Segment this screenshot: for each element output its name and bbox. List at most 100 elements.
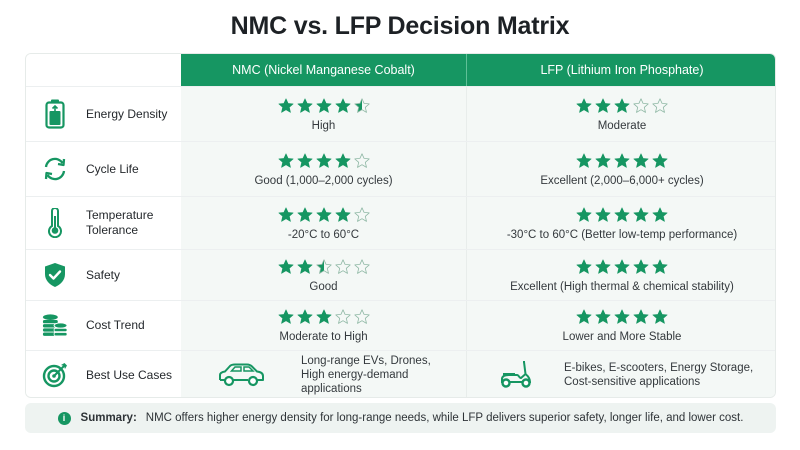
lfp-cell: Moderate xyxy=(467,87,775,141)
cycle-arrows-icon xyxy=(42,154,68,184)
rating-text: Moderate xyxy=(597,119,647,132)
use-case-wrap: E-bikes, E-scooters, Energy Storage, Cos… xyxy=(467,360,775,390)
star-filled-icon xyxy=(297,259,312,274)
star-filled-icon xyxy=(297,309,312,324)
battery-icon xyxy=(42,99,68,129)
star-filled-icon xyxy=(576,153,592,168)
scooter-icon xyxy=(467,360,564,390)
page-title: NMC vs. LFP Decision Matrix xyxy=(230,12,570,40)
table-row: Safety Good Excellent (High thermal & ch… xyxy=(26,249,775,300)
rating-text: Good (1,000–2,000 cycles) xyxy=(254,174,393,187)
rating-text: Good xyxy=(309,280,338,293)
lfp-cell: E-bikes, E-scooters, Energy Storage, Cos… xyxy=(467,351,775,397)
star-half-icon xyxy=(353,97,370,113)
row-label-cell: Energy Density xyxy=(26,87,181,141)
row-label: Best Use Cases xyxy=(86,367,173,382)
table-row: Temperature Tolerance -20°C to 60°C -30°… xyxy=(26,196,775,249)
decision-matrix-table: NMC (Nickel Manganese Cobalt) LFP (Lithi… xyxy=(25,53,776,398)
star-rating xyxy=(576,97,668,115)
star-empty-icon xyxy=(334,258,351,274)
star-filled-icon xyxy=(316,153,331,168)
use-case-line: applications xyxy=(301,383,362,395)
rating-text: Moderate to High xyxy=(279,331,368,343)
star-filled-icon xyxy=(297,98,312,113)
star-empty-icon xyxy=(633,97,649,113)
nmc-cell: Good (1,000–2,000 cycles) xyxy=(181,142,466,196)
table-row: Cycle Life Good (1,000–2,000 cycles) Exc… xyxy=(26,141,775,196)
star-empty-icon xyxy=(353,309,370,324)
row-label-cell: Cycle Life xyxy=(26,142,181,196)
header-blank-cell xyxy=(26,54,181,86)
star-rating xyxy=(576,152,668,170)
summary-bar: i Summary: NMC offers higher energy dens… xyxy=(25,403,776,433)
star-filled-icon xyxy=(595,153,611,168)
star-filled-icon xyxy=(278,153,293,168)
star-empty-icon xyxy=(353,206,370,222)
star-filled-icon xyxy=(576,207,592,222)
use-case-line: Cost-sensitive applications xyxy=(564,376,701,388)
star-filled-icon xyxy=(335,153,350,168)
row-label: Temperature Tolerance xyxy=(86,208,153,238)
rating-text: High xyxy=(311,119,336,132)
star-rating xyxy=(278,206,370,224)
star-rating xyxy=(576,308,668,326)
star-filled-icon xyxy=(652,153,668,168)
star-filled-icon xyxy=(595,309,611,324)
row-label-line: Temperature xyxy=(86,208,154,222)
star-filled-icon xyxy=(316,98,331,113)
rating-text: Lower and More Stable xyxy=(562,331,682,343)
row-label: Safety xyxy=(86,267,121,282)
star-filled-icon xyxy=(614,309,630,324)
column-separator xyxy=(466,87,467,141)
star-filled-icon xyxy=(335,98,350,113)
star-filled-icon xyxy=(278,309,293,324)
star-filled-icon xyxy=(614,207,630,222)
star-half-icon xyxy=(315,258,332,274)
use-case-line: High energy-demand xyxy=(301,369,409,381)
star-filled-icon xyxy=(652,309,668,324)
star-rating xyxy=(278,97,370,115)
column-separator xyxy=(466,301,467,350)
star-rating xyxy=(278,258,370,276)
star-rating xyxy=(576,206,668,224)
star-filled-icon xyxy=(297,207,312,222)
coins-stack-icon xyxy=(42,311,68,341)
star-empty-icon xyxy=(353,258,370,274)
nmc-cell: Moderate to High xyxy=(181,301,466,350)
car-icon xyxy=(181,362,301,388)
column-separator xyxy=(466,197,467,249)
use-case-wrap: Long-range EVs, Drones, High energy-dema… xyxy=(181,354,466,396)
summary-label: Summary: xyxy=(80,412,137,424)
lfp-cell: Excellent (High thermal & chemical stabi… xyxy=(467,250,775,300)
row-label: Cycle Life xyxy=(86,161,139,176)
star-filled-icon xyxy=(652,259,668,274)
star-empty-icon xyxy=(652,97,668,113)
star-filled-icon xyxy=(316,309,331,324)
nmc-cell: High xyxy=(181,87,466,141)
table-row: Best Use Cases Long-range EVs, Drones, H… xyxy=(26,350,775,397)
star-filled-icon xyxy=(595,259,611,274)
star-filled-icon xyxy=(652,207,668,222)
row-label: Cost Trend xyxy=(86,318,145,332)
star-empty-icon xyxy=(334,309,351,324)
thermometer-icon xyxy=(42,208,68,238)
row-label: Energy Density xyxy=(86,106,168,121)
star-filled-icon xyxy=(576,259,592,274)
lfp-cell: -30°C to 60°C (Better low-temp performan… xyxy=(467,197,775,249)
star-rating xyxy=(576,258,668,276)
nmc-cell: Long-range EVs, Drones, High energy-dema… xyxy=(181,351,466,397)
rating-text: Excellent (High thermal & chemical stabi… xyxy=(510,280,734,293)
use-case-line: Long-range EVs, Drones, xyxy=(301,355,431,367)
column-header-nmc: NMC (Nickel Manganese Cobalt) xyxy=(181,54,466,86)
nmc-cell: -20°C to 60°C xyxy=(181,197,466,249)
target-icon xyxy=(42,360,68,390)
summary-text: NMC offers higher energy density for lon… xyxy=(145,412,744,424)
rating-text: -20°C to 60°C xyxy=(287,228,360,241)
row-label-cell: Cost Trend xyxy=(26,301,181,350)
star-filled-icon xyxy=(297,153,312,168)
lfp-cell: Excellent (2,000–6,000+ cycles) xyxy=(467,142,775,196)
rating-text: Excellent (2,000–6,000+ cycles) xyxy=(540,174,704,187)
rating-text: -30°C to 60°C (Better low-temp performan… xyxy=(506,228,738,241)
star-filled-icon xyxy=(614,153,630,168)
star-filled-icon xyxy=(576,309,592,324)
